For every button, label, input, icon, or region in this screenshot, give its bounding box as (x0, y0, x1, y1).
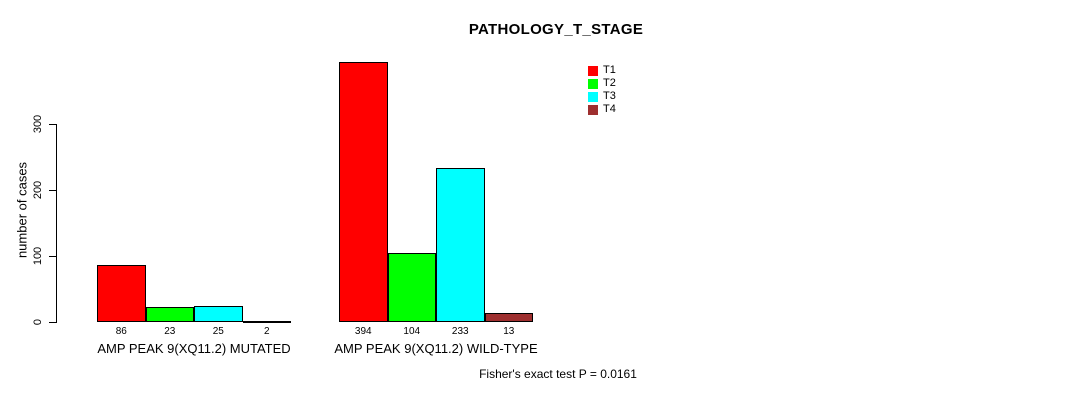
bar-t3-group1 (194, 305, 243, 322)
legend-item-t2: T2 (588, 77, 616, 90)
bar-t2-group2 (387, 253, 436, 322)
bar-t1-group1 (97, 265, 146, 322)
y-tick-mark (49, 189, 56, 191)
bar-value-label: 13 (503, 326, 515, 337)
fisher-test-annotation: Fisher's exact test P = 0.0161 (479, 367, 637, 381)
bar-value-label: 394 (354, 326, 372, 337)
legend-label: T1 (603, 64, 616, 76)
legend-label: T2 (603, 77, 616, 89)
bar-t3-group2 (436, 168, 485, 322)
legend-label: T3 (603, 90, 616, 102)
legend-swatch-t2 (588, 78, 598, 89)
bar-value-label: 23 (164, 326, 176, 337)
legend-swatch-t4 (588, 104, 598, 115)
bar-value-label: 86 (115, 326, 127, 337)
legend-item-t3: T3 (588, 90, 616, 103)
legend-swatch-t1 (588, 65, 598, 76)
bar-t1-group2 (339, 61, 388, 322)
bar-value-label: 2 (263, 326, 270, 337)
legend-item-t4: T4 (588, 103, 616, 116)
group-label-2: AMP PEAK 9(XQ11.2) WILD-TYPE (334, 341, 538, 356)
y-tick-mark (49, 321, 56, 323)
y-tick-label: 300 (32, 114, 44, 134)
chart-title: PATHOLOGY_T_STAGE (468, 21, 644, 38)
bar-t4-group1 (242, 320, 291, 323)
bar-t4-group2 (484, 313, 533, 322)
bar-value-label: 233 (451, 326, 469, 337)
y-tick-label: 0 (32, 318, 44, 326)
y-tick-label: 100 (32, 246, 44, 266)
legend-item-t1: T1 (588, 64, 616, 77)
group-label-1: AMP PEAK 9(XQ11.2) MUTATED (97, 341, 291, 356)
legend-swatch-t3 (588, 91, 598, 102)
bar-t2-group1 (145, 306, 194, 322)
y-tick-mark (49, 255, 56, 257)
y-tick-mark (49, 123, 56, 125)
y-tick-label: 200 (32, 180, 44, 200)
legend-label: T4 (603, 103, 616, 115)
legend: T1 T2 T3 T4 (588, 64, 616, 116)
bar-value-label: 104 (403, 326, 421, 337)
y-axis-line (56, 124, 57, 323)
bar-value-label: 25 (212, 326, 224, 337)
